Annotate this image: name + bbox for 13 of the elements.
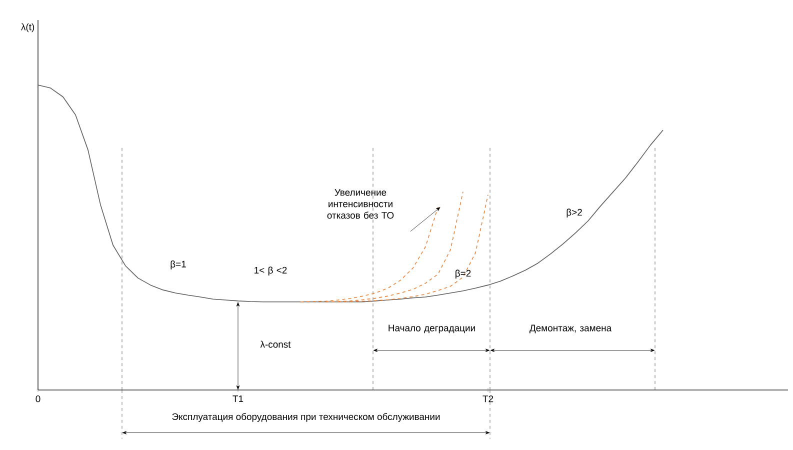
annotation: β>2 (566, 208, 582, 218)
annotation: Демонтаж, замена (529, 324, 612, 334)
x-tick-label: T2 (482, 395, 494, 402)
annotation: λ-const (260, 340, 291, 348)
x-tick-label: 0 (36, 395, 40, 402)
text: λ(t) (21, 23, 34, 32)
x-tick-label: T1 (232, 395, 244, 402)
annotation: Увеличение интенсивности отказов без ТО (327, 189, 394, 219)
text: Эксплуатация оборудования при техническом обслуживании (172, 413, 440, 422)
annotation: β=1 (170, 260, 186, 270)
annotation: 1< β <2 (254, 266, 287, 276)
annotation: Начало деградации (388, 324, 475, 334)
annotation: β=2 (456, 270, 471, 279)
